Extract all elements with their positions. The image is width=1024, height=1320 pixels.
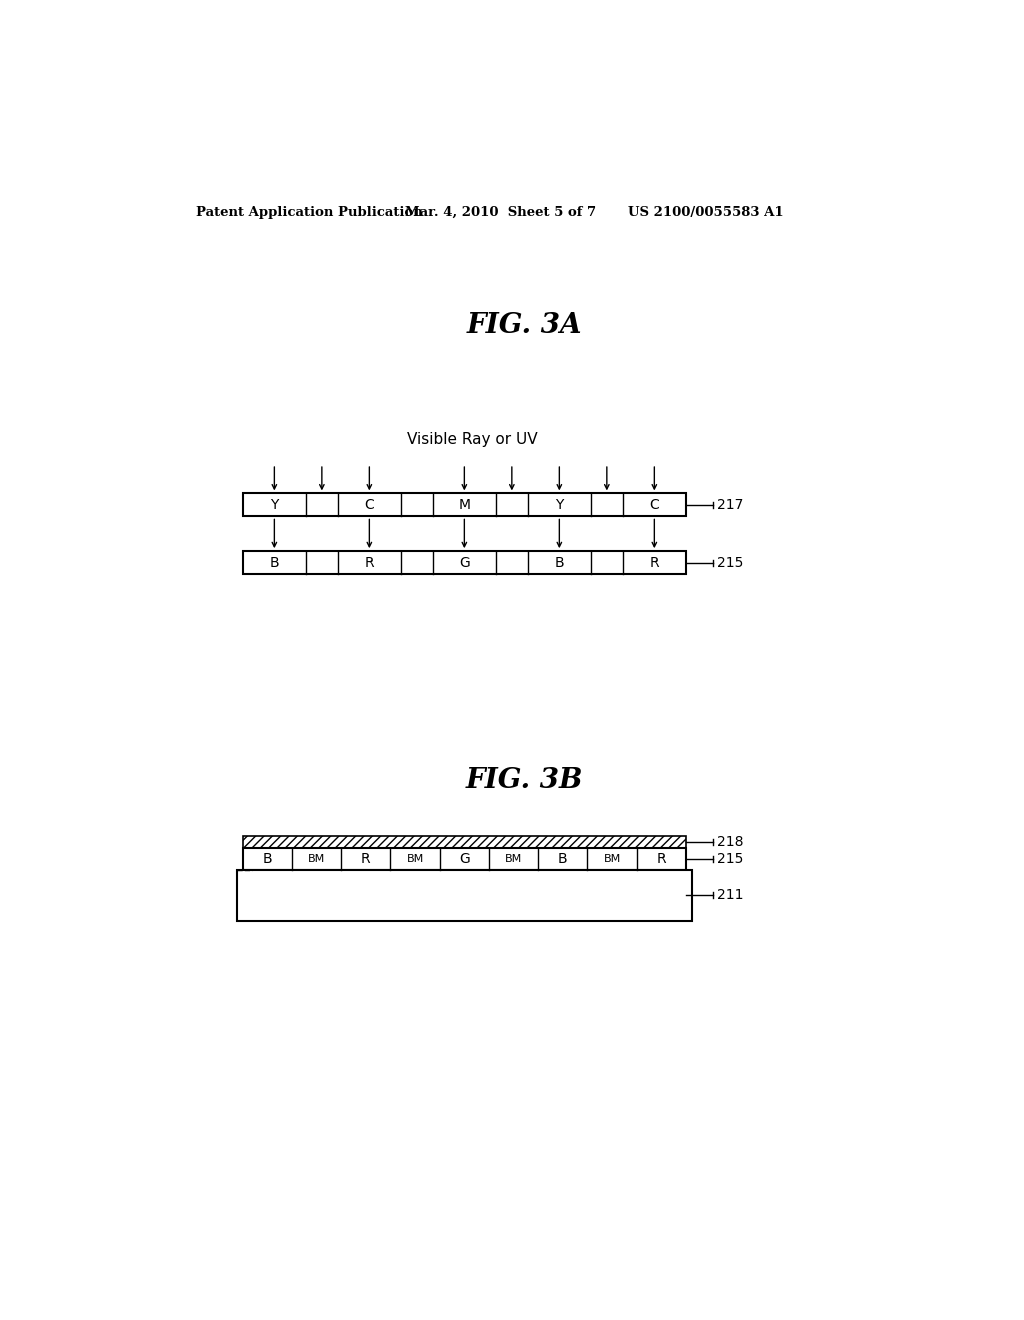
Text: B: B — [558, 853, 567, 866]
Text: FIG. 3B: FIG. 3B — [466, 767, 584, 793]
Text: B: B — [262, 853, 272, 866]
Text: R: R — [656, 853, 667, 866]
Text: BM: BM — [407, 854, 424, 865]
Text: Y: Y — [270, 498, 279, 512]
Text: Mar. 4, 2010  Sheet 5 of 7: Mar. 4, 2010 Sheet 5 of 7 — [406, 206, 597, 219]
Bar — [243, 552, 686, 574]
Text: G: G — [459, 556, 470, 570]
Text: B: B — [269, 556, 280, 570]
Text: 217: 217 — [717, 498, 743, 512]
Text: C: C — [649, 498, 659, 512]
Text: R: R — [649, 556, 659, 570]
Text: 211: 211 — [717, 888, 743, 903]
Text: BM: BM — [505, 854, 522, 865]
Text: R: R — [365, 556, 374, 570]
Text: US 2100/0055583 A1: US 2100/0055583 A1 — [628, 206, 783, 219]
Text: Patent Application Publication: Patent Application Publication — [197, 206, 423, 219]
Text: R: R — [361, 853, 371, 866]
Text: Visible Ray or UV: Visible Ray or UV — [407, 432, 538, 446]
Text: 218: 218 — [717, 836, 743, 849]
Text: C: C — [365, 498, 374, 512]
Bar — [243, 849, 686, 870]
Text: BM: BM — [308, 854, 326, 865]
Text: 215: 215 — [717, 853, 743, 866]
Text: Y: Y — [555, 498, 563, 512]
Text: 215: 215 — [717, 556, 743, 570]
Bar — [237, 870, 692, 921]
Bar — [243, 836, 686, 849]
Text: FIG. 3A: FIG. 3A — [467, 313, 583, 339]
Text: B: B — [555, 556, 564, 570]
Text: BM: BM — [603, 854, 621, 865]
Text: M: M — [459, 498, 470, 512]
Text: G: G — [459, 853, 470, 866]
Bar — [243, 494, 686, 516]
